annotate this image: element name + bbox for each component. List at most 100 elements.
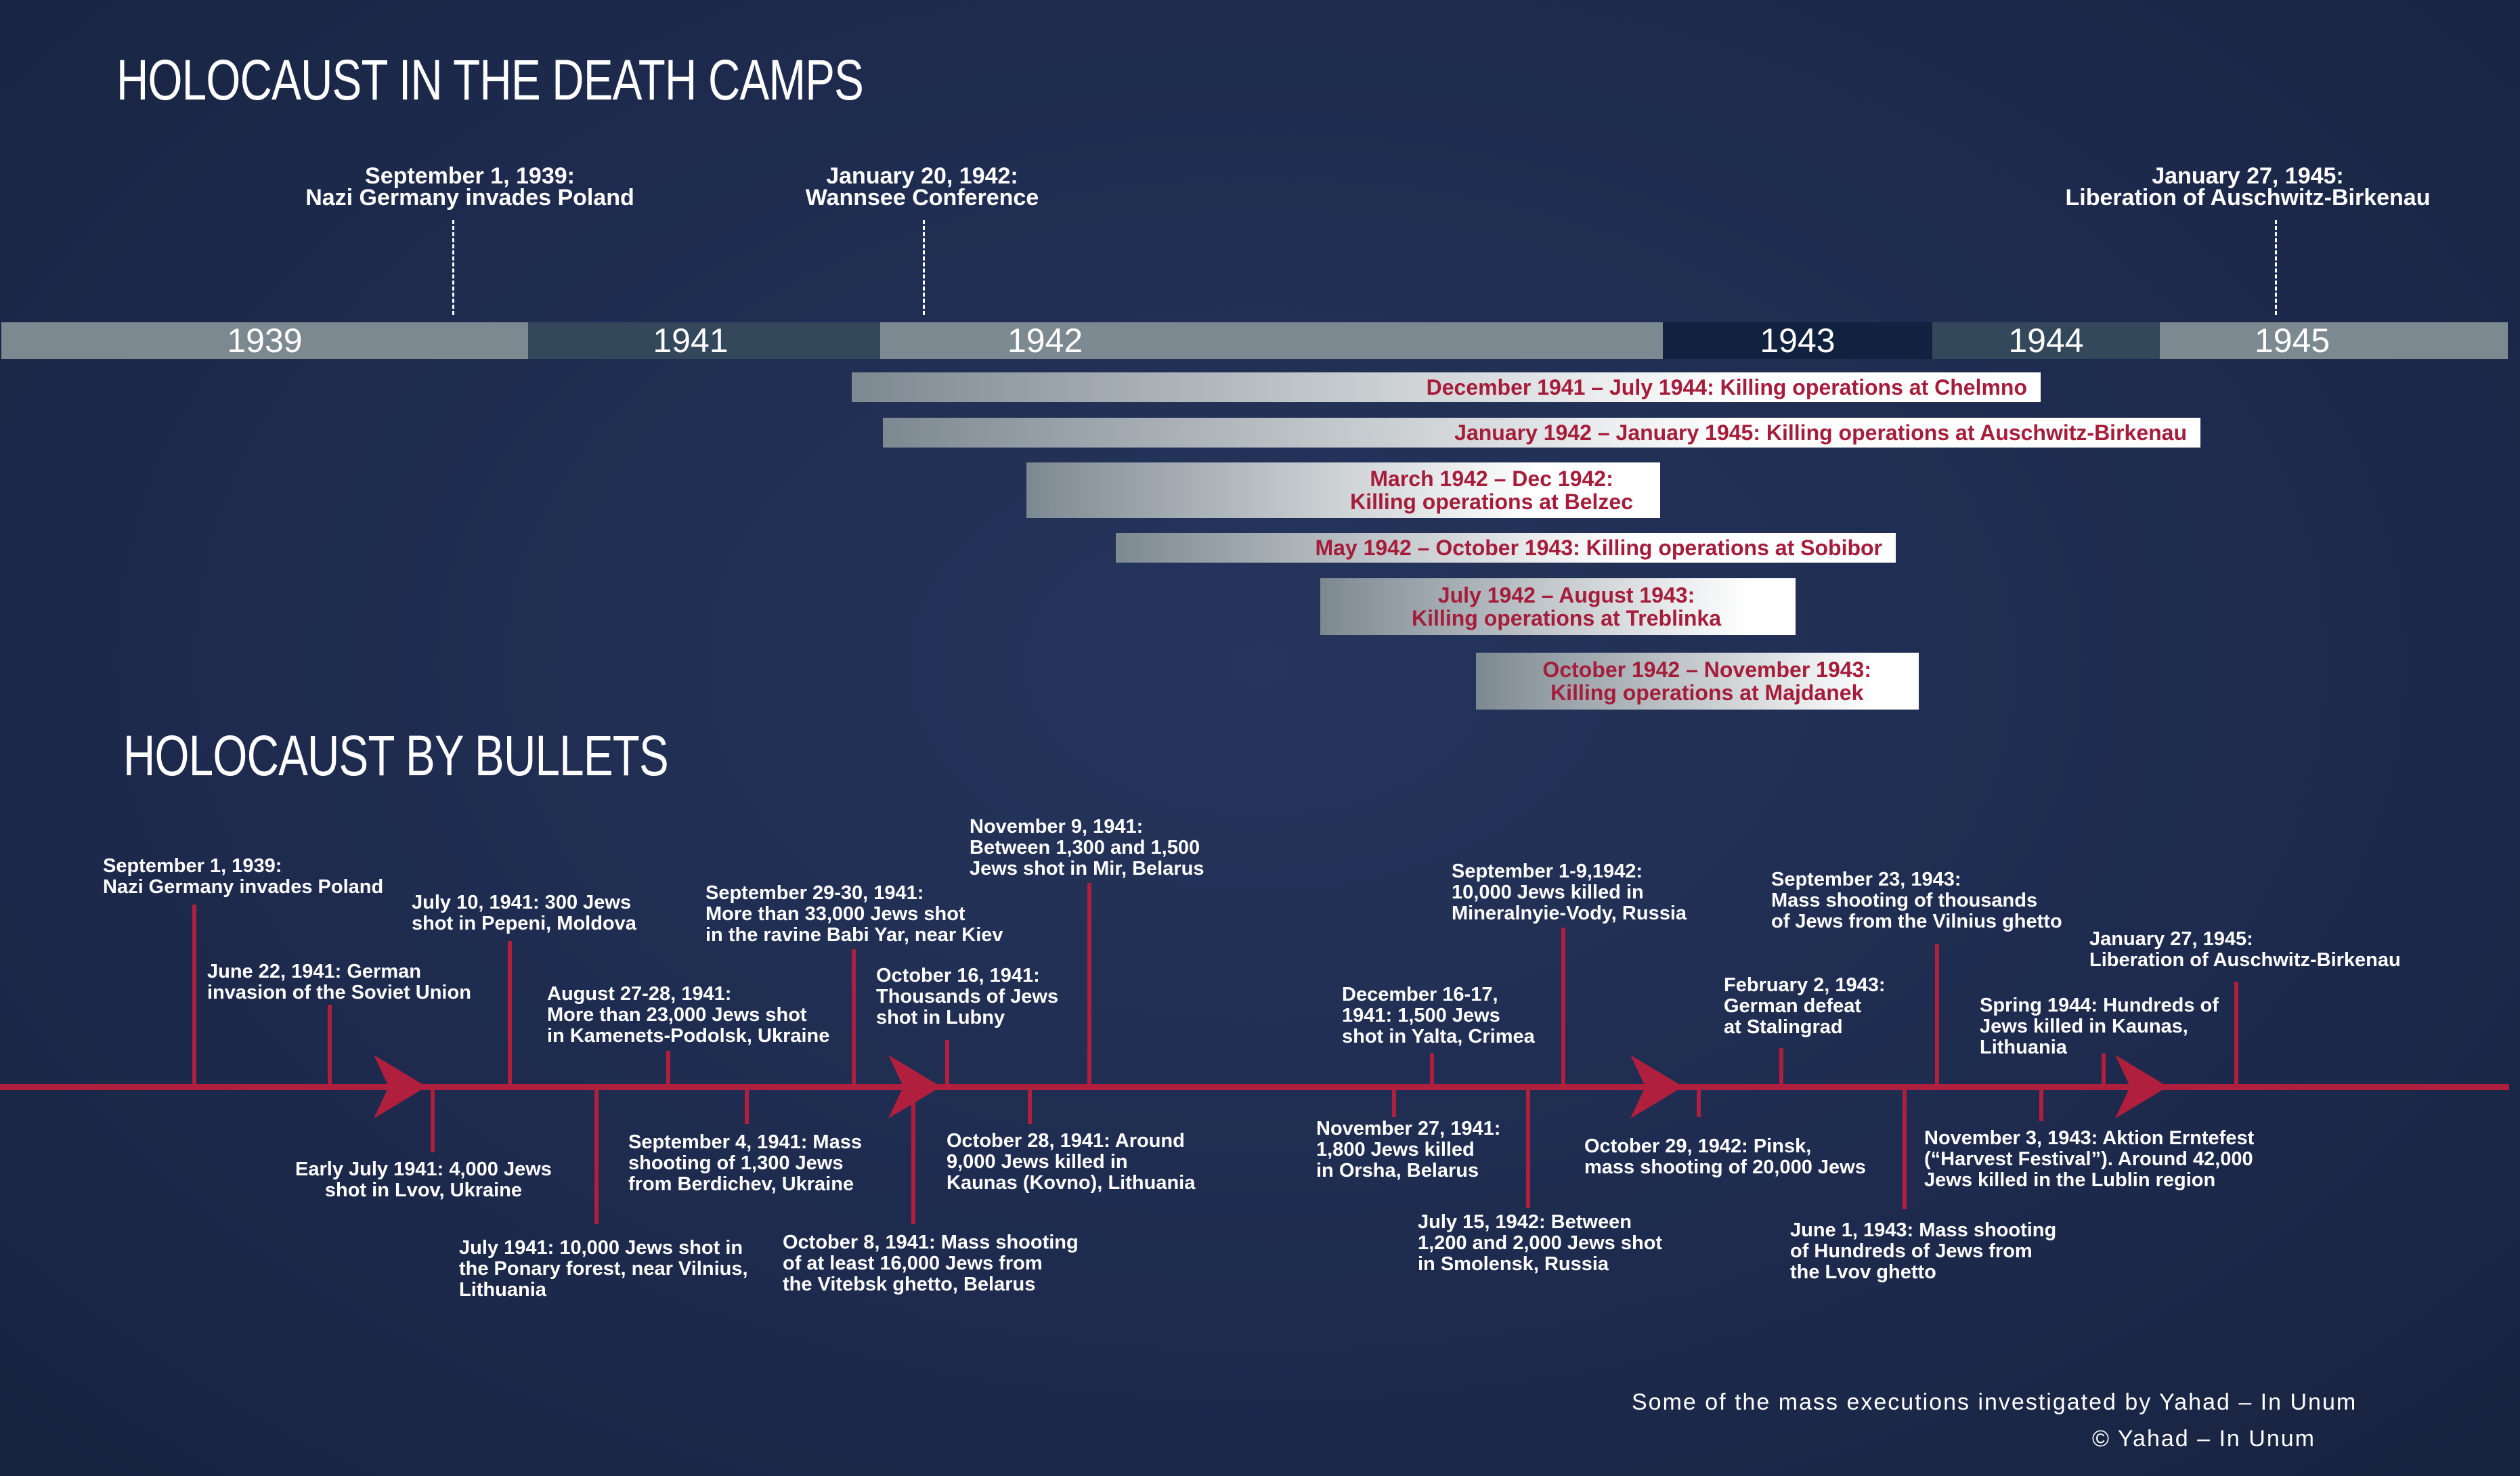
event-line: September 1, 1939: xyxy=(103,855,282,877)
event-line: September 1-9,1942: xyxy=(1452,861,1643,882)
camp-label: Killing operations at Treblinka xyxy=(1412,606,1721,630)
event-line: shot in Pepeni, Moldova xyxy=(412,913,636,934)
event-line: in Smolensk, Russia xyxy=(1418,1253,1609,1275)
year-segment: 1943 xyxy=(1663,322,1932,360)
top-event-wannsee: January 20, 1942: Wannsee Conference xyxy=(806,165,1039,209)
bullet-event: July 1941: 10,000 Jews shot in the Ponar… xyxy=(459,1238,748,1301)
event-line: Nazi Germany invades Poland xyxy=(103,876,384,898)
event-line: October 29, 1942: Pinsk, xyxy=(1584,1135,1812,1157)
event-line: Between 1,300 and 1,500 xyxy=(970,837,1200,859)
year-label: 1944 xyxy=(2008,322,2084,360)
event-line: 10,000 Jews killed in xyxy=(1452,882,1644,903)
footer-note: Some of the mass executions investigated… xyxy=(1632,1389,2358,1415)
camp-bar-treblinka: July 1942 – August 1943: Killing operati… xyxy=(1320,578,1796,635)
event-line: 1,200 and 2,000 Jews shot xyxy=(1418,1232,1663,1254)
event-line: February 2, 1943: xyxy=(1724,974,1886,996)
bullet-event: December 16-17, 1941: 1,500 Jews shot in… xyxy=(1342,984,1535,1047)
event-line: shot in Yalta, Crimea xyxy=(1342,1026,1535,1047)
event-line: November 27, 1941: xyxy=(1316,1118,1501,1139)
camp-label: December 1941 – July 1944: Killing opera… xyxy=(1426,375,2027,399)
camp-bar-majdanek: October 1942 – November 1943: Killing op… xyxy=(1476,653,1919,710)
year-label: 1939 xyxy=(227,322,303,360)
bullet-event: August 27-28, 1941: More than 23,000 Jew… xyxy=(547,984,829,1047)
event-stem xyxy=(2102,1054,2106,1085)
event-line: in Kamenets-Podolsk, Ukraine xyxy=(547,1025,830,1047)
event-stem xyxy=(1392,1090,1396,1117)
event-line: October 28, 1941: Around xyxy=(947,1130,1185,1152)
event-line: August 27-28, 1941: xyxy=(547,983,732,1005)
event-line: Jews killed in the Lublin region xyxy=(1924,1169,2216,1191)
bullet-event: November 3, 1943: Aktion Erntefest (“Har… xyxy=(1924,1128,2254,1191)
camp-label: October 1942 – November 1943: xyxy=(1542,657,1871,682)
year-segment: 1944 xyxy=(1932,322,2160,360)
year-label: 1945 xyxy=(2255,322,2330,360)
event-line: Lithuania xyxy=(1980,1037,2067,1058)
bullet-event: September 23, 1943: Mass shooting of tho… xyxy=(1771,869,2062,932)
bullet-event: October 16, 1941: Thousands of Jews shot… xyxy=(876,965,1058,1028)
event-line: the Lvov ghetto xyxy=(1790,1261,1936,1283)
year-label: 1942 xyxy=(1007,322,1083,360)
bullet-event: February 2, 1943: German defeat at Stali… xyxy=(1724,975,1886,1038)
year-segment: 1942 xyxy=(880,322,1663,360)
event-line: Thousands of Jews xyxy=(876,986,1059,1007)
year-label: 1943 xyxy=(1760,322,1835,360)
event-line: Lithuania xyxy=(459,1279,546,1301)
event-line: September 4, 1941: Mass xyxy=(628,1131,862,1153)
year-segment: 1945 xyxy=(2160,322,2508,360)
event-stem xyxy=(945,1040,949,1085)
event-line: invasion of the Soviet Union xyxy=(207,982,471,1003)
top-event-date: September 1, 1939: xyxy=(365,163,575,189)
event-stem xyxy=(911,1090,915,1224)
death-camps-title: HOLOCAUST IN THE DEATH CAMPS xyxy=(116,48,864,112)
event-line: of Jews from the Vilnius ghetto xyxy=(1771,911,2062,932)
top-event-date: January 20, 1942: xyxy=(826,163,1018,189)
event-line: 1,800 Jews killed xyxy=(1316,1139,1475,1160)
event-stem xyxy=(1430,1054,1434,1085)
event-stem xyxy=(192,905,196,1085)
top-event-text: Nazi Germany invades Poland xyxy=(305,185,634,211)
event-line: Jews shot in Mir, Belarus xyxy=(970,858,1204,880)
event-stem xyxy=(1903,1090,1907,1209)
top-event-liberation: January 27, 1945: Liberation of Auschwit… xyxy=(2065,165,2430,209)
bullet-event: July 15, 1942: Between 1,200 and 2,000 J… xyxy=(1418,1212,1662,1275)
camp-label: March 1942 – Dec 1942: xyxy=(1370,466,1613,491)
event-line: June 1, 1943: Mass shooting xyxy=(1790,1219,2057,1241)
event-line: July 15, 1942: Between xyxy=(1418,1211,1632,1233)
event-line: shot in Lubny xyxy=(876,1007,1005,1028)
bullet-event: September 4, 1941: Mass shooting of 1,30… xyxy=(628,1132,862,1195)
event-stem xyxy=(1561,928,1565,1085)
event-line: Jews killed in Kaunas, xyxy=(1980,1016,2188,1037)
event-line: in the ravine Babi Yar, near Kiev xyxy=(705,924,1003,946)
event-line: More than 33,000 Jews shot xyxy=(705,903,965,925)
event-stem xyxy=(1028,1090,1032,1124)
top-event-1939: September 1, 1939: Nazi Germany invades … xyxy=(305,165,634,209)
event-line: the Ponary forest, near Vilnius, xyxy=(459,1258,748,1280)
event-line: January 27, 1945: xyxy=(2089,928,2253,950)
bullet-event: January 27, 1945: Liberation of Auschwit… xyxy=(2089,929,2401,971)
bullet-event: Spring 1944: Hundreds of Jews killed in … xyxy=(1980,995,2219,1058)
event-stem xyxy=(852,949,856,1085)
event-line: 1941: 1,500 Jews xyxy=(1342,1005,1500,1026)
event-line: the Vitebsk ghetto, Belarus xyxy=(783,1274,1036,1295)
bullet-event: September 1, 1939: Nazi Germany invades … xyxy=(103,856,383,898)
camp-bar-chelmno: December 1941 – July 1944: Killing opera… xyxy=(852,372,2041,402)
event-stem xyxy=(594,1090,599,1224)
event-stem xyxy=(508,941,512,1085)
year-segment: 1941 xyxy=(528,322,880,360)
bullet-event: October 29, 1942: Pinsk, mass shooting o… xyxy=(1584,1136,1866,1178)
event-line: November 9, 1941: xyxy=(970,816,1144,838)
bullet-event: November 9, 1941: Between 1,300 and 1,50… xyxy=(970,817,1204,880)
bullet-event: Early July 1941: 4,000 Jews shot in Lvov… xyxy=(295,1159,552,1201)
event-stem xyxy=(1779,1048,1783,1085)
event-line: July 10, 1941: 300 Jews xyxy=(412,892,632,913)
top-event-date: January 27, 1945: xyxy=(2152,163,2344,189)
event-stem xyxy=(431,1090,435,1152)
event-stem xyxy=(1697,1090,1701,1117)
event-line: Liberation of Auschwitz-Birkenau xyxy=(2089,949,2401,971)
bullet-event: October 8, 1941: Mass shooting of at lea… xyxy=(783,1232,1079,1295)
event-stem xyxy=(328,1005,332,1085)
event-line: Early July 1941: 4,000 Jews xyxy=(295,1158,552,1180)
bullet-event: September 1-9,1942: 10,000 Jews killed i… xyxy=(1452,861,1687,924)
event-line: November 3, 1943: Aktion Erntefest xyxy=(1924,1127,2255,1149)
event-line: Mineralnyie-Vody, Russia xyxy=(1452,903,1687,924)
